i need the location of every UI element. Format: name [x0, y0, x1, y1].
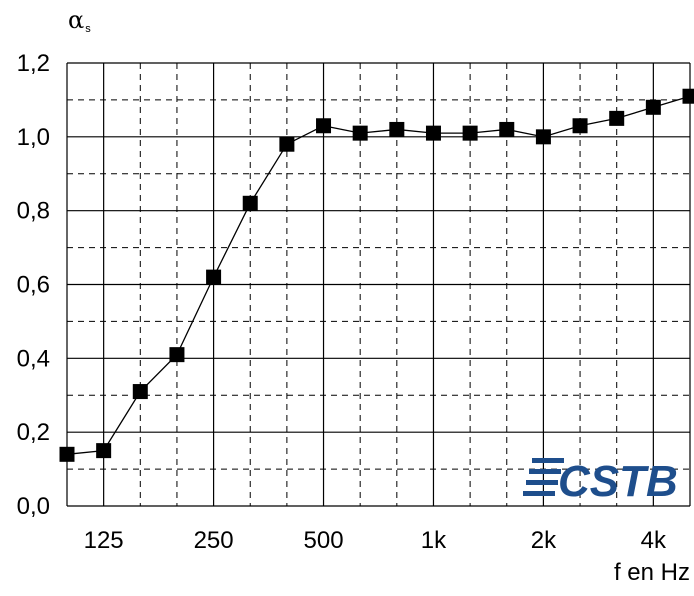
data-point — [462, 125, 478, 141]
series-line — [66, 95, 691, 455]
data-point — [279, 136, 295, 152]
y-axis-label: αs — [68, 6, 91, 35]
data-point — [609, 110, 625, 126]
cstb-logo: CSTB — [523, 457, 678, 506]
y-axis-label-subscript: s — [85, 23, 91, 35]
data-point — [132, 384, 148, 400]
x-axis-label: f en Hz — [614, 559, 690, 586]
data-point — [645, 99, 661, 115]
x-tick-label: 250 — [194, 527, 234, 554]
series — [59, 88, 694, 462]
data-point — [352, 125, 368, 141]
grid — [66, 62, 691, 507]
data-point — [206, 269, 222, 285]
y-tick-label: 0,4 — [17, 345, 50, 372]
y-tick-labels: 0,0 0,2 0,4 0,6 0,8 1,0 1,2 — [17, 50, 50, 520]
data-point — [59, 446, 75, 462]
data-point — [499, 121, 515, 137]
data-point — [572, 118, 588, 134]
x-tick-label: 2k — [531, 527, 557, 554]
x-tick-label: 500 — [304, 527, 344, 554]
data-point — [682, 88, 694, 104]
data-point — [96, 443, 112, 459]
logo-text: CSTB — [558, 457, 678, 506]
data-point — [316, 118, 332, 134]
y-tick-label: 1,2 — [17, 50, 50, 77]
y-tick-label: 0,0 — [17, 493, 50, 520]
x-tick-labels: 125 250 500 1k 2k 4k — [84, 527, 667, 554]
data-point — [169, 347, 185, 363]
y-tick-label: 0,2 — [17, 419, 50, 446]
data-point — [535, 129, 551, 145]
data-point — [425, 125, 441, 141]
x-tick-label: 1k — [421, 527, 447, 554]
y-tick-label: 1,0 — [17, 124, 50, 151]
x-tick-label: 125 — [84, 527, 124, 554]
y-tick-label: 0,6 — [17, 272, 50, 299]
data-point — [389, 121, 405, 137]
data-point — [242, 195, 258, 211]
y-tick-label: 0,8 — [17, 198, 50, 225]
x-tick-label: 4k — [641, 527, 667, 554]
